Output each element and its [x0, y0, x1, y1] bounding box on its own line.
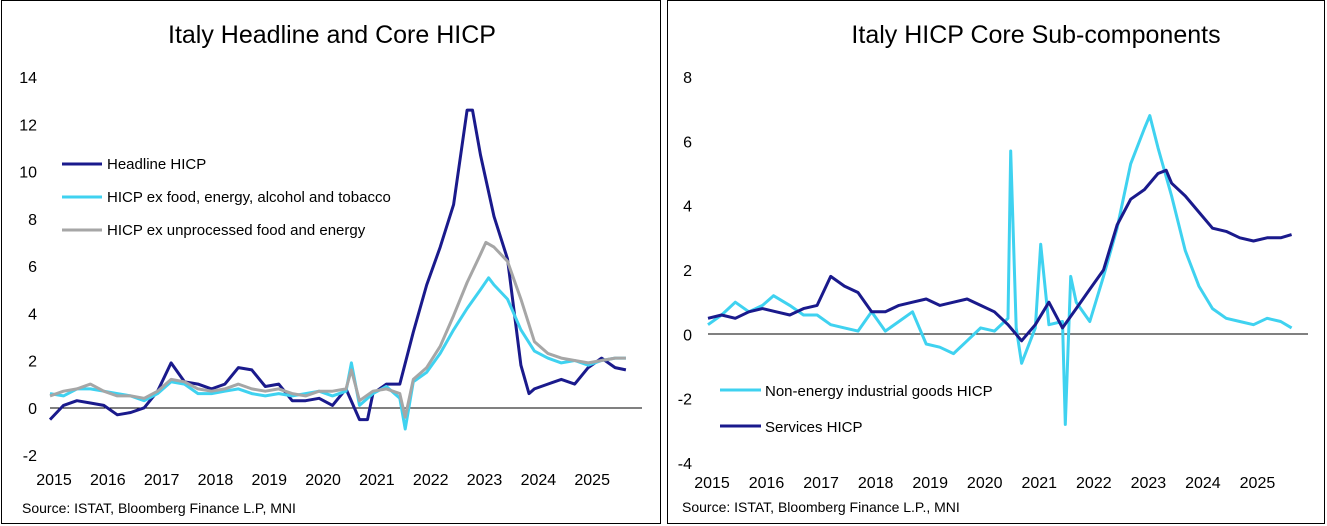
y-tick-label: 2: [28, 354, 37, 371]
y-tick-label: 4: [28, 306, 37, 323]
x-tick-label: 2018: [198, 472, 234, 489]
legend-label-services: Services HICP: [765, 419, 863, 436]
x-tick-label: 2022: [413, 472, 449, 489]
x-tick-label: 2018: [858, 475, 894, 492]
x-tick-label: 2015: [36, 472, 72, 489]
y-tick-label: 14: [19, 70, 37, 87]
x-tick-label: 2020: [305, 472, 341, 489]
x-tick-label: 2016: [90, 472, 126, 489]
chart-core-subcomponents-svg: Italy HICP Core Sub-components -4 -2 0 2 4 6 8…: [678, 21, 1308, 515]
series-line-hicp-ex-food-energy-alcohol-and-tobacco: [49, 276, 626, 431]
y-tick-label: -4: [678, 456, 692, 473]
x-tick-label: 2019: [912, 475, 948, 492]
y-tick-label: 6: [28, 259, 37, 276]
x-tick-label: 2024: [521, 472, 557, 489]
x-tick-label: 2022: [1076, 475, 1112, 492]
y-tick-label: 4: [683, 199, 692, 216]
legend: Non-energy industrial goods HICP Service…: [720, 383, 993, 436]
x-tick-label: 2023: [1131, 475, 1167, 492]
series-line-hicp-ex-unprocessed-food-and-energy: [49, 240, 626, 419]
chart-title: Italy HICP Core Sub-components: [851, 21, 1220, 49]
x-tick-label: 2017: [144, 472, 180, 489]
chart-title: Italy Headline and Core HICP: [168, 21, 496, 49]
y-tick-label: -2: [23, 448, 37, 465]
y-tick-label: -2: [678, 392, 692, 409]
legend-label-ex-unprocessed: HICP ex unprocessed food and energy: [107, 222, 366, 239]
y-tick-label: 0: [28, 401, 37, 418]
y-tick-label: 10: [19, 165, 37, 182]
x-tick-label: 2021: [1021, 475, 1057, 492]
chart-panel-core-subcomponents: Italy HICP Core Sub-components -4 -2 0 2 4 6 8…: [667, 0, 1325, 524]
chart-panel-headline-core: Italy Headline and Core HICP -2 0 2 4 6 8 10 12…: [1, 0, 661, 524]
x-tick-label: 2025: [1240, 475, 1276, 492]
x-tick-label: 2017: [803, 475, 839, 492]
tick-labels: -2 0 2 4 6 8 10 12 14 2015 2016 2017 2018 2019 2020 202…: [19, 70, 610, 489]
legend: Headline HICP HICP ex food, energy, alco…: [62, 156, 391, 239]
chart-headline-core-svg: Italy Headline and Core HICP -2 0 2 4 6 8 10 12…: [19, 21, 642, 516]
y-tick-label: 12: [19, 117, 37, 134]
legend-label-non-energy-goods: Non-energy industrial goods HICP: [765, 383, 993, 400]
series-lines: [707, 114, 1293, 426]
y-tick-label: 8: [683, 70, 692, 87]
legend-label-core-ex-food: HICP ex food, energy, alcohol and tobacc…: [107, 189, 391, 206]
x-tick-label: 2015: [694, 475, 730, 492]
legend-label-headline: Headline HICP: [107, 156, 206, 173]
x-tick-label: 2020: [967, 475, 1003, 492]
x-tick-label: 2019: [251, 472, 287, 489]
series-line-services-hicp: [707, 168, 1293, 343]
source-note: Source: ISTAT, Bloomberg Finance L.P., M…: [682, 499, 960, 515]
y-tick-label: 2: [683, 263, 692, 280]
series-line-non-energy-industrial-goods-hicp: [707, 114, 1293, 426]
y-tick-label: 0: [683, 327, 692, 344]
x-tick-label: 2021: [359, 472, 395, 489]
y-tick-label: 8: [28, 212, 37, 229]
tick-labels: -4 -2 0 2 4 6 8 2015 2016 2017 2018 2019 2020 2021 202…: [678, 70, 1276, 492]
y-tick-label: 6: [683, 134, 692, 151]
source-note: Source: ISTAT, Bloomberg Finance L.P, MN…: [22, 500, 296, 516]
x-tick-label: 2023: [467, 472, 503, 489]
x-tick-label: 2016: [749, 475, 785, 492]
x-tick-label: 2025: [574, 472, 610, 489]
series-lines: [48, 108, 627, 431]
x-tick-label: 2024: [1185, 475, 1221, 492]
